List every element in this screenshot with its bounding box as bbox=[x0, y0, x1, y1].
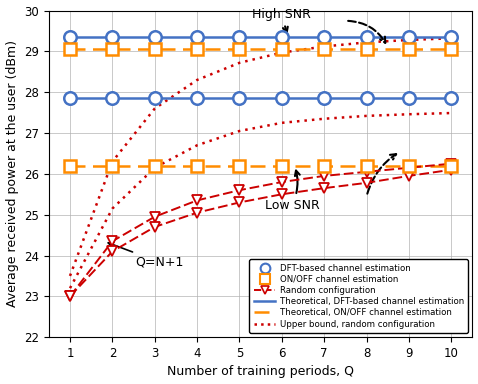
Legend: DFT-based channel estimation, ON/OFF channel estimation, Random configuration, T: DFT-based channel estimation, ON/OFF cha… bbox=[250, 260, 468, 333]
Text: Low SNR: Low SNR bbox=[265, 170, 320, 212]
Y-axis label: Average received power at the user (dBm): Average received power at the user (dBm) bbox=[6, 40, 19, 307]
Text: Q=N+1: Q=N+1 bbox=[108, 242, 184, 269]
X-axis label: Number of training periods, Q: Number of training periods, Q bbox=[167, 366, 354, 379]
Text: High SNR: High SNR bbox=[252, 8, 311, 32]
